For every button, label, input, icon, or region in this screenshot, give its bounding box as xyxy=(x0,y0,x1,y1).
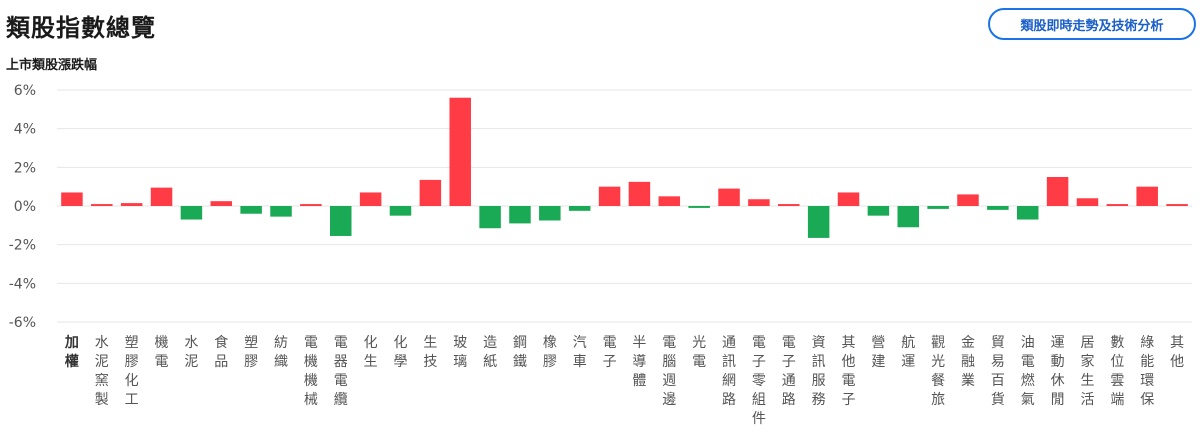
y-tick-label: 6% xyxy=(14,83,36,99)
y-tick-label: -2% xyxy=(9,238,36,254)
x-tick-label: 運動休閒 xyxy=(1051,335,1065,408)
page-title: 類股指數總覽 xyxy=(6,14,156,42)
x-tick-label: 機電 xyxy=(155,335,169,370)
sector-analysis-button[interactable]: 類股即時走勢及技術分析 xyxy=(988,8,1196,40)
bar-光電[interactable] xyxy=(688,206,710,208)
bar-化學[interactable] xyxy=(389,206,412,216)
bar-運動休閒[interactable] xyxy=(1046,177,1069,206)
bar-觀光餐旅[interactable] xyxy=(927,206,949,209)
x-tick-label: 化生 xyxy=(364,335,378,370)
x-tick-label: 資訊服務 xyxy=(812,335,826,408)
x-tick-label: 光電 xyxy=(692,335,706,370)
x-tick-label: 貿易百貨 xyxy=(991,335,1005,408)
bar-水泥窯製[interactable] xyxy=(91,204,113,206)
bar-貿易百貨[interactable] xyxy=(987,206,1009,210)
x-tick-label: 半導體 xyxy=(632,335,646,389)
bar-機電[interactable] xyxy=(150,187,173,206)
bar-電機機械[interactable] xyxy=(300,204,322,206)
bar-金融業[interactable] xyxy=(957,194,979,206)
bar-其他電子[interactable] xyxy=(837,192,860,206)
x-tick-label: 金融業 xyxy=(961,335,975,389)
bar-電器電纜[interactable] xyxy=(329,206,352,236)
bar-水泥[interactable] xyxy=(180,206,203,220)
y-tick-label: -4% xyxy=(9,276,36,292)
x-tick-label: 電子零組件 xyxy=(752,335,766,427)
x-tick-label: 觀光餐旅 xyxy=(931,335,945,408)
x-tick-label: 油電燃氣 xyxy=(1021,335,1035,408)
x-tick-label: 鋼鐵 xyxy=(513,335,527,370)
y-tick-label: 0% xyxy=(14,199,36,215)
x-tick-label: 橡膠 xyxy=(543,335,557,370)
x-tick-label: 化學 xyxy=(393,335,407,370)
bar-汽車[interactable] xyxy=(568,206,591,211)
bar-生技[interactable] xyxy=(419,179,442,206)
bar-營建[interactable] xyxy=(867,206,890,216)
bar-造紙[interactable] xyxy=(479,206,501,229)
y-tick-label: -6% xyxy=(9,315,36,331)
x-tick-label: 電器電纜 xyxy=(334,335,348,408)
x-tick-label: 水泥窯製 xyxy=(95,335,109,408)
x-tick-label: 加權 xyxy=(64,335,79,370)
x-tick-label: 塑膠 xyxy=(244,335,258,370)
x-tick-label: 通訊網路 xyxy=(722,335,736,408)
bar-化生[interactable] xyxy=(359,192,382,206)
bar-綠能環保[interactable] xyxy=(1136,186,1158,206)
y-axis-ticks: 6% 4% 2% 0% -2% -4% -6% xyxy=(9,83,36,331)
bar-鋼鐵[interactable] xyxy=(509,206,531,224)
x-tick-label: 綠能環保 xyxy=(1140,335,1154,408)
bar-橡膠[interactable] xyxy=(539,206,561,221)
bar-數位雲端[interactable] xyxy=(1106,204,1129,206)
x-tick-label: 塑膠化工 xyxy=(125,335,139,408)
bar-電子通路[interactable] xyxy=(778,204,800,206)
bar-通訊網路[interactable] xyxy=(718,188,740,206)
y-tick-label: 4% xyxy=(14,122,36,138)
bar-其他[interactable] xyxy=(1166,204,1188,206)
bar-塑膠[interactable] xyxy=(240,206,262,214)
x-tick-label: 食品 xyxy=(214,334,228,370)
bars xyxy=(61,97,1188,238)
bar-半導體[interactable] xyxy=(628,181,651,206)
x-tick-label: 電腦週邊 xyxy=(662,335,676,408)
bar-電子[interactable] xyxy=(598,186,621,206)
x-tick-label: 紡織 xyxy=(274,335,288,370)
bar-電腦週邊[interactable] xyxy=(658,196,681,206)
x-tick-label: 生技 xyxy=(423,335,437,370)
x-tick-label: 電子通路 xyxy=(782,335,796,408)
bar-航運[interactable] xyxy=(897,206,920,228)
bar-資訊服務[interactable] xyxy=(807,206,830,238)
chart-title: 上市類股漲跌幅 xyxy=(6,58,98,73)
bar-電子零組件[interactable] xyxy=(748,199,770,206)
x-tick-label: 電子 xyxy=(603,335,617,370)
bar-塑膠化工[interactable] xyxy=(120,203,143,206)
bar-居家生活[interactable] xyxy=(1076,198,1099,206)
x-tick-label: 電機機械 xyxy=(304,335,318,408)
x-tick-label: 數位雲端 xyxy=(1110,335,1124,408)
x-tick-label: 居家生活 xyxy=(1080,335,1094,408)
y-tick-label: 2% xyxy=(14,160,36,176)
bar-玻璃[interactable] xyxy=(449,97,471,206)
x-tick-label: 水泥 xyxy=(184,335,198,370)
bar-油電燃氣[interactable] xyxy=(1016,206,1039,220)
x-tick-label: 航運 xyxy=(901,335,915,370)
bar-食品[interactable] xyxy=(210,201,233,206)
x-tick-label: 造紙 xyxy=(483,335,497,370)
x-tick-label: 玻璃 xyxy=(453,335,467,370)
x-tick-label: 營建 xyxy=(871,335,885,370)
x-tick-label: 其他 xyxy=(1170,335,1184,370)
bar-加權[interactable] xyxy=(61,192,83,206)
x-tick-label: 其他電子 xyxy=(842,335,856,408)
x-tick-label: 汽車 xyxy=(573,335,587,370)
bar-紡織[interactable] xyxy=(270,206,292,217)
